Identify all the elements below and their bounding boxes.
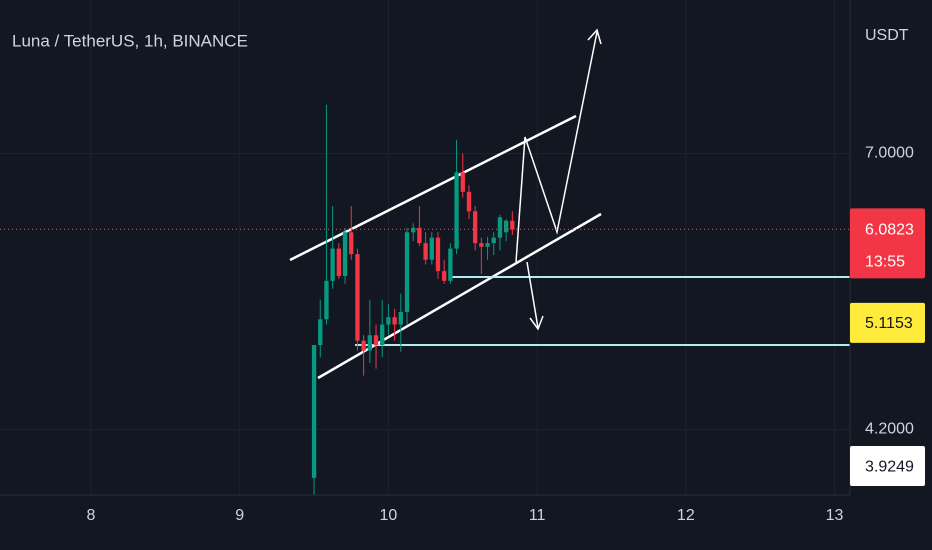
candle-body	[311, 345, 317, 478]
drawings	[289, 28, 850, 380]
candle-body	[435, 237, 441, 272]
axes: 7.0000 4.2000 8 9 10 11 12 13 6.0823 13:55 5.1153 3…	[0, 0, 925, 524]
candle-body	[460, 172, 465, 192]
candle-body	[466, 191, 472, 212]
price-label-box	[850, 446, 925, 487]
candle-body	[330, 248, 335, 281]
y-tick-label: 7.0000	[865, 145, 914, 162]
candle-body	[497, 217, 503, 238]
candle-body	[442, 271, 447, 281]
candles	[0, 104, 850, 495]
candle-body	[448, 248, 453, 281]
candle-body	[336, 248, 342, 276]
price-label-box	[850, 208, 925, 279]
candle-body	[361, 340, 366, 351]
candle-body	[429, 237, 434, 260]
channel-lower	[317, 212, 602, 380]
candle-body	[324, 280, 329, 320]
arrow-head	[529, 315, 544, 331]
y-tick-label: 4.2000	[865, 421, 914, 438]
x-tick-label: 13	[826, 507, 844, 524]
price-label: 5.1153	[865, 315, 913, 332]
x-tick-label: 9	[235, 507, 244, 524]
candle-body	[398, 311, 403, 325]
grid	[0, 0, 850, 495]
chart-title: Luna / TetherUS, 1h, BINANCE	[12, 31, 248, 50]
projection-arrow	[515, 31, 598, 263]
x-tick-label: 12	[677, 507, 695, 524]
candle-body	[479, 243, 484, 247]
candle-body	[349, 232, 354, 255]
candle-body	[411, 227, 416, 233]
price-label: 6.0823	[865, 222, 914, 239]
candle-body	[318, 319, 323, 346]
down-arrow	[526, 261, 539, 329]
x-tick-label: 8	[87, 507, 96, 524]
candle-body	[342, 232, 348, 276]
price-label-box	[850, 302, 925, 343]
candle-body	[454, 172, 459, 249]
candle-body	[386, 317, 391, 325]
arrow-head	[587, 28, 602, 45]
candle-body	[367, 335, 373, 351]
candle-body	[485, 243, 490, 247]
candle-body	[423, 243, 428, 260]
price-label: 3.9249	[865, 458, 914, 475]
y-axis-label: USDT	[865, 27, 909, 44]
candle-body	[491, 237, 496, 244]
candle-body	[417, 227, 422, 244]
channel-upper	[289, 114, 577, 262]
x-tick-label: 11	[529, 507, 546, 524]
x-tick-label: 10	[380, 507, 398, 524]
candle-body	[404, 232, 410, 312]
candle-body	[510, 220, 515, 230]
candle-body	[380, 324, 385, 346]
countdown-label: 13:55	[865, 254, 905, 271]
candle-body	[373, 335, 379, 346]
candle-body	[503, 220, 509, 233]
candle-body	[392, 317, 397, 325]
candle-body	[472, 211, 478, 244]
candle-body	[355, 254, 360, 341]
